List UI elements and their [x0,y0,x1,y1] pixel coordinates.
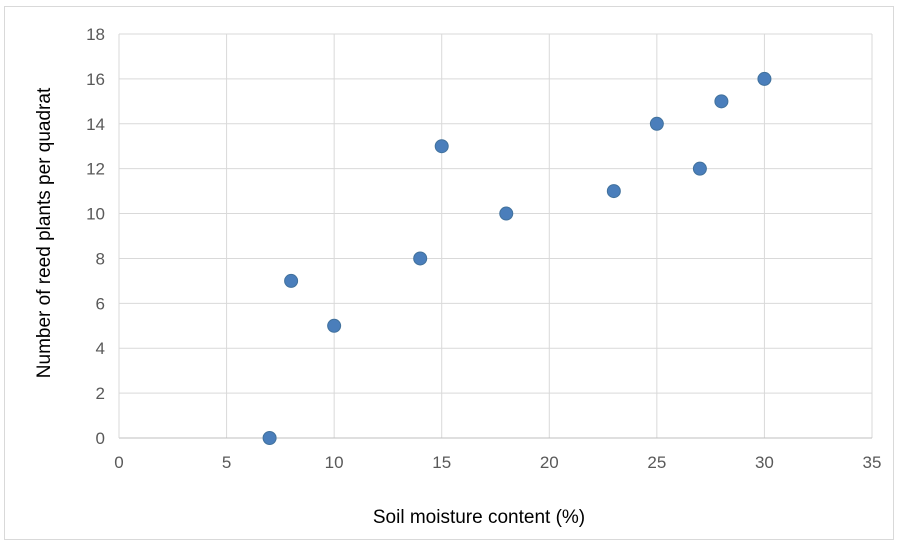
y-tick-label: 12 [86,160,105,179]
data-point [262,431,277,445]
x-tick-label: 25 [647,453,666,472]
y-tick-label: 14 [86,115,105,134]
y-tick-label: 18 [86,25,105,44]
y-tick-label: 8 [96,249,105,268]
y-axis-title: Number of reed plants per quadrat [34,87,55,378]
y-tick-label: 4 [96,339,105,358]
data-point [327,318,342,333]
axes [118,34,872,439]
x-axis-title: Soil moisture content (%) [373,507,585,528]
y-tick-label: 16 [86,70,105,89]
data-point [606,184,621,199]
data-point [434,139,449,154]
data-points [262,71,772,445]
gridlines [119,33,873,438]
data-point [692,161,707,176]
x-tick-label: 5 [222,453,231,472]
x-tick-label: 20 [540,453,559,472]
x-tick-label: 0 [114,453,123,472]
data-point [499,206,514,221]
scatter-chart: 0 5 10 15 20 25 30 35 0 2 4 6 8 10 12 14 16 18 Soil mois… [34,25,881,528]
chart-area: 0 5 10 15 20 25 30 35 0 2 4 6 8 10 12 14 16 18 Soil mois… [4,6,894,540]
y-tick-label: 10 [86,205,105,224]
data-point [757,71,772,86]
y-tick-labels: 0 2 4 6 8 10 12 14 16 18 [86,25,105,448]
x-tick-label: 15 [432,453,451,472]
x-tick-label: 30 [755,453,774,472]
data-point [413,251,428,266]
x-tick-labels: 0 5 10 15 20 25 30 35 [114,453,881,472]
data-point [714,94,729,109]
y-tick-label: 6 [96,294,105,313]
data-point [649,116,664,131]
x-tick-label: 10 [325,453,344,472]
x-tick-label: 35 [863,453,882,472]
y-tick-label: 0 [96,429,105,448]
data-point [284,273,299,288]
y-tick-label: 2 [96,384,105,403]
